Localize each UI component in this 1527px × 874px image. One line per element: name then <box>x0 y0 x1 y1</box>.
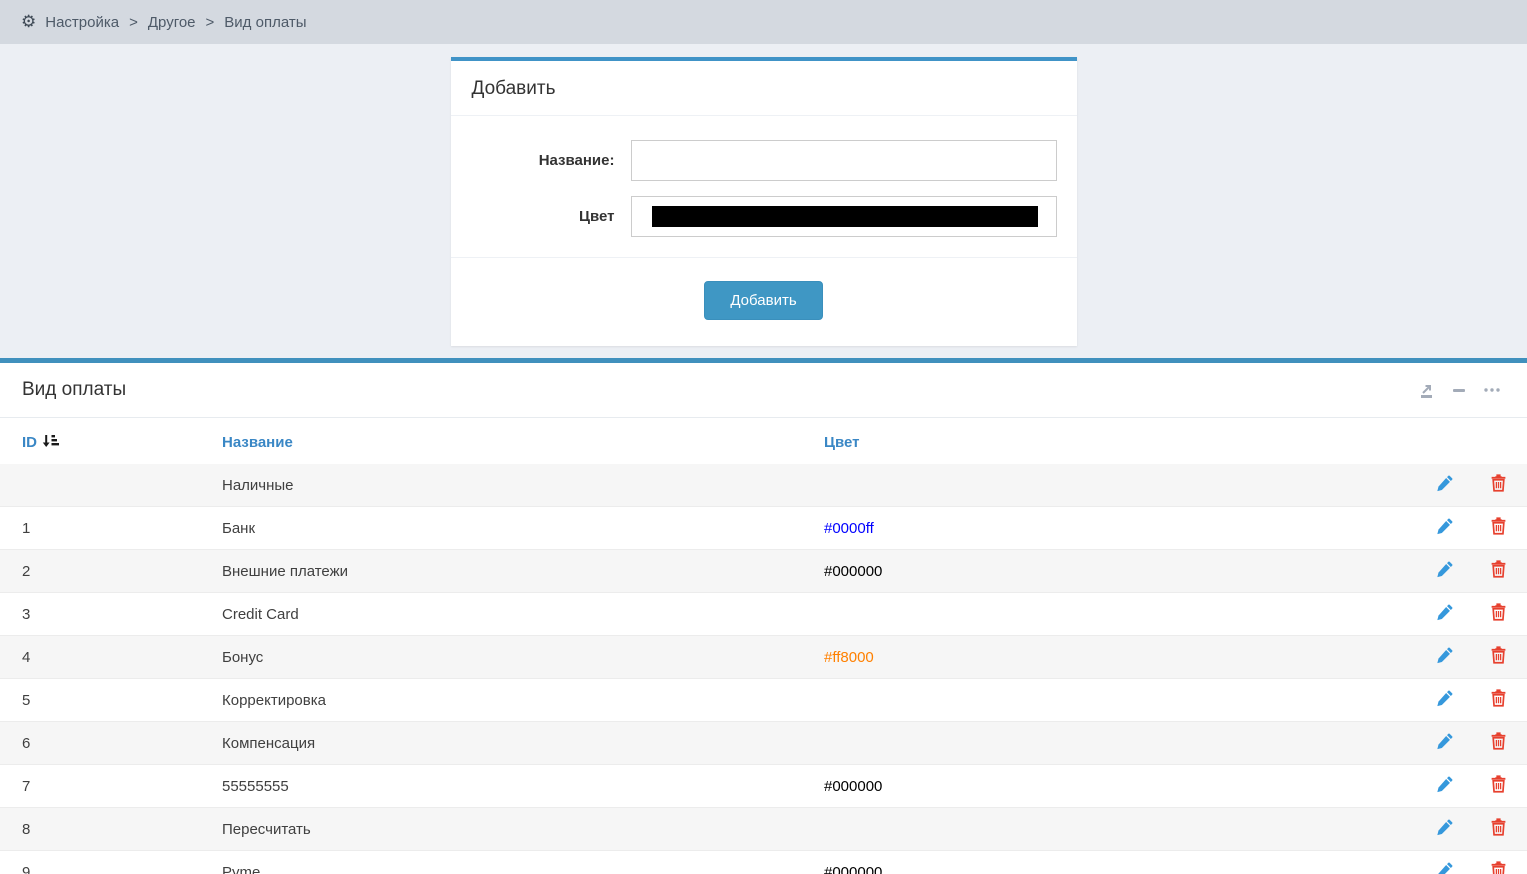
table-panel-title: Вид оплаты <box>22 379 127 400</box>
delete-icon[interactable] <box>1490 775 1507 797</box>
table-row: 6 Компенсация <box>0 721 1527 765</box>
edit-icon[interactable] <box>1436 603 1454 625</box>
row-id: 3 <box>0 592 200 636</box>
more-options-icon[interactable] <box>1483 383 1501 397</box>
export-icon[interactable] <box>1418 382 1435 399</box>
row-color-value: #0000ff <box>802 506 1421 550</box>
breadcrumb-separator: > <box>205 13 215 31</box>
edit-icon[interactable] <box>1436 732 1454 754</box>
edit-icon[interactable] <box>1436 517 1454 539</box>
row-name: Корректировка <box>200 678 802 722</box>
row-color-value: #000000 <box>802 764 1421 808</box>
breadcrumb-separator: > <box>129 13 138 31</box>
table-row: 9 Pyme #000000 <box>0 850 1527 874</box>
collapse-icon[interactable] <box>1452 383 1466 397</box>
name-form-row: Название: <box>471 140 1057 181</box>
color-swatch <box>651 206 1038 227</box>
add-button[interactable]: Добавить <box>704 281 823 320</box>
row-name: Credit Card <box>200 592 802 636</box>
add-panel-title: Добавить <box>450 61 1077 116</box>
row-color-value: #000000 <box>802 850 1421 874</box>
table-header-row: ID Название Цвет <box>0 418 1527 464</box>
row-name: Внешние платежи <box>200 549 802 593</box>
payment-types-table: ID Название Цвет <box>0 418 1527 874</box>
table-panel-header: Вид оплаты <box>0 363 1527 418</box>
delete-icon[interactable] <box>1490 646 1507 668</box>
row-id: 5 <box>0 678 200 722</box>
edit-icon[interactable] <box>1436 689 1454 711</box>
edit-icon[interactable] <box>1436 646 1454 668</box>
edit-icon[interactable] <box>1436 474 1454 496</box>
name-field-label: Название: <box>538 152 615 169</box>
add-payment-panel: Добавить Название: Цвет Добавить <box>450 57 1077 346</box>
gear-icon[interactable]: ⚙ <box>21 12 37 31</box>
row-color-value <box>802 678 1421 722</box>
delete-icon[interactable] <box>1490 517 1507 539</box>
add-panel-footer: Добавить <box>451 258 1077 346</box>
row-name: Наличные <box>222 476 294 494</box>
row-name: Бонус <box>200 635 802 679</box>
row-color-value <box>802 592 1421 636</box>
row-color-value <box>802 721 1421 765</box>
delete-icon[interactable] <box>1490 818 1507 840</box>
breadcrumb-item-current: Вид оплаты <box>224 13 307 31</box>
breadcrumb: ⚙ Настройка > Другое > Вид оплаты <box>0 0 1527 44</box>
row-color-value: #000000 <box>802 549 1421 593</box>
row-name: Компенсация <box>200 721 802 765</box>
edit-icon[interactable] <box>1436 560 1454 582</box>
row-id: 6 <box>0 721 200 765</box>
delete-icon[interactable] <box>1490 603 1507 625</box>
color-field-label: Цвет <box>579 208 615 225</box>
row-name: Pyme <box>200 850 802 874</box>
edit-icon[interactable] <box>1436 861 1454 874</box>
payment-types-panel: Вид оплаты ID <box>0 358 1527 874</box>
delete-icon[interactable] <box>1490 861 1507 874</box>
table-row: 3 Credit Card <box>0 592 1527 636</box>
row-color-value <box>802 807 1421 851</box>
edit-icon[interactable] <box>1436 775 1454 797</box>
row-id: 1 <box>0 506 200 550</box>
table-row: 7 55555555 #000000 <box>0 764 1527 808</box>
table-row: 4 Бонус #ff8000 <box>0 635 1527 679</box>
breadcrumb-item-other[interactable]: Другое <box>147 13 196 31</box>
delete-icon[interactable] <box>1490 689 1507 711</box>
table-row: 2 Внешние платежи #000000 <box>0 549 1527 593</box>
table-row: Наличные <box>0 464 1527 507</box>
table-row: 1 Банк #0000ff <box>0 506 1527 550</box>
row-id: 2 <box>0 549 200 593</box>
color-form-row: Цвет <box>471 196 1057 237</box>
row-name: 55555555 <box>200 764 802 808</box>
add-panel-body: Название: Цвет <box>450 116 1077 258</box>
delete-icon[interactable] <box>1490 732 1507 754</box>
panel-tools <box>1418 382 1501 399</box>
table-row: 5 Корректировка <box>0 678 1527 722</box>
table-row: 8 Пересчитать <box>0 807 1527 851</box>
row-color-value <box>802 464 1421 507</box>
name-input[interactable] <box>630 140 1057 181</box>
row-id: 7 <box>0 764 200 808</box>
sort-icon <box>42 433 59 452</box>
color-input[interactable] <box>630 196 1057 237</box>
column-header-color[interactable]: Цвет <box>824 434 860 451</box>
delete-icon[interactable] <box>1490 474 1507 496</box>
row-id <box>0 464 200 507</box>
row-color-value: #ff8000 <box>802 635 1421 679</box>
row-id: 4 <box>0 635 200 679</box>
row-id: 9 <box>0 850 200 874</box>
column-header-edit <box>1421 418 1469 464</box>
row-name: Пересчитать <box>200 807 802 851</box>
delete-icon[interactable] <box>1490 560 1507 582</box>
payment-table-body: Наличные 1 Банк #0000ff <box>0 464 1527 874</box>
column-header-delete <box>1469 418 1527 464</box>
row-name: Банк <box>200 506 802 550</box>
column-header-name[interactable]: Название <box>222 434 293 451</box>
row-id: 8 <box>0 807 200 851</box>
edit-icon[interactable] <box>1436 818 1454 840</box>
breadcrumb-item-settings[interactable]: Настройка <box>45 13 120 31</box>
column-header-id[interactable]: ID <box>0 418 200 464</box>
